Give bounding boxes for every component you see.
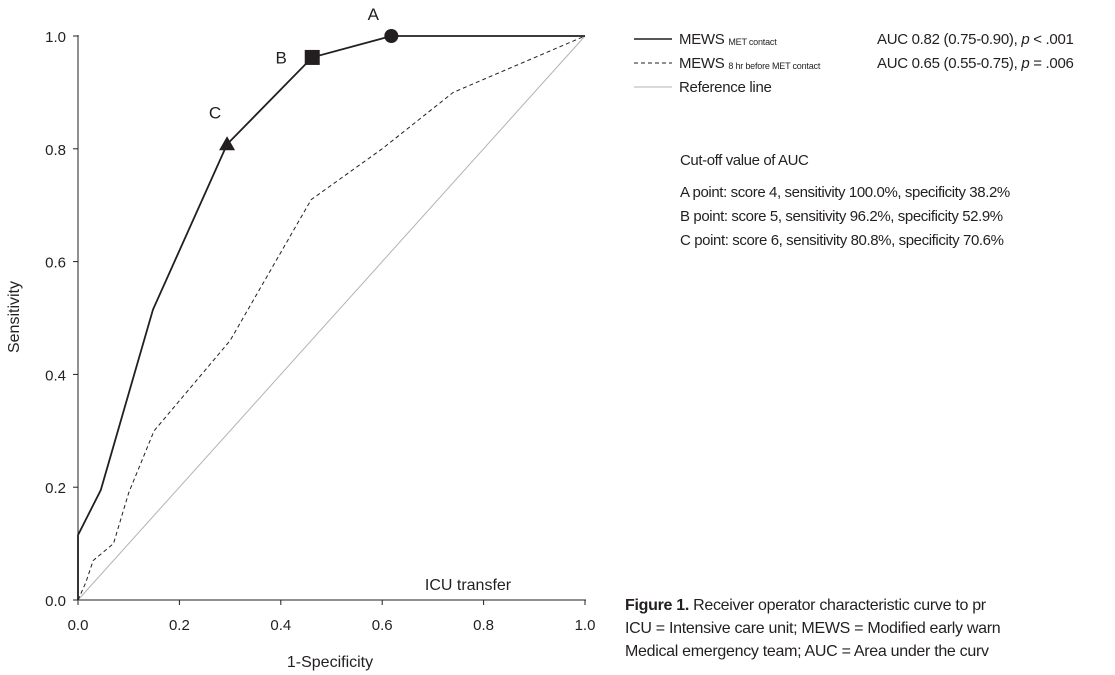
legend-swatch-dashed [634, 62, 672, 64]
x-tick-label: 0.8 [473, 617, 494, 634]
y-tick-label: 0.2 [45, 480, 66, 497]
point-b-label: B [276, 48, 287, 67]
legend-swatch-reference [634, 86, 672, 88]
x-tick-label: 0.4 [270, 617, 291, 634]
x-axis-label: 1-Specificity [287, 654, 373, 671]
cutoff-row-b: B point: score 5, sensitivity 96.2%, spe… [680, 208, 1003, 225]
point-a-label: A [368, 5, 380, 24]
x-tick-label: 0.2 [169, 617, 190, 634]
legend-swatch-solid [634, 38, 672, 40]
point-c-label: C [209, 103, 221, 122]
cutoff-title: Cut-off value of AUC [680, 152, 809, 169]
legend-name: MEWS 8 hr before MET contact [679, 55, 821, 72]
cutoff-points: A B C [209, 5, 399, 151]
axes [73, 35, 586, 605]
y-axis-label: Sensitivity [6, 281, 23, 353]
point-c-marker [219, 136, 236, 151]
cutoff-row-a: A point: score 4, sensitivity 100.0%, sp… [680, 184, 1010, 201]
figure-caption: Figure 1. Receiver operator characterist… [625, 594, 1115, 663]
cutoff-info: Cut-off value of AUC A point: score 4, s… [680, 152, 1010, 253]
point-b-marker [304, 49, 320, 65]
cutoff-row-c: C point: score 6, sensitivity 80.8%, spe… [680, 232, 1004, 249]
y-tick-label: 0.0 [45, 593, 66, 610]
x-tick-label: 0.6 [372, 617, 393, 634]
caption-line-2: ICU = Intensive care unit; MEWS = Modifi… [625, 620, 1001, 637]
legend-auc: AUC 0.65 (0.55-0.75), p = .006 [877, 55, 1074, 72]
series-line-met-contact [77, 35, 585, 600]
y-tick-label: 0.8 [45, 142, 66, 159]
point-a-marker [384, 29, 399, 43]
chart-annotation: ICU transfer [425, 577, 512, 594]
series-layer [77, 35, 586, 601]
y-tick-label: 0.6 [45, 255, 66, 272]
caption-line-3: Medical emergency team; AUC = Area under… [625, 643, 989, 660]
legend-name: Reference line [679, 79, 772, 96]
reference-line [77, 35, 586, 601]
caption-line-1: Figure 1. Receiver operator characterist… [625, 597, 986, 614]
legend-name: MEWS MET contact [679, 31, 777, 48]
x-tick-label: 0.0 [68, 617, 89, 634]
tick-labels: 0.0 0.2 0.4 0.6 0.8 1.0 0.0 0.2 0.4 0.6 0.8 1.0 [45, 29, 595, 634]
y-tick-label: 0.4 [45, 367, 66, 384]
legend-auc: AUC 0.82 (0.75-0.90), p < .001 [877, 31, 1074, 48]
y-tick-label: 1.0 [45, 29, 66, 46]
x-tick-label: 1.0 [575, 617, 596, 634]
